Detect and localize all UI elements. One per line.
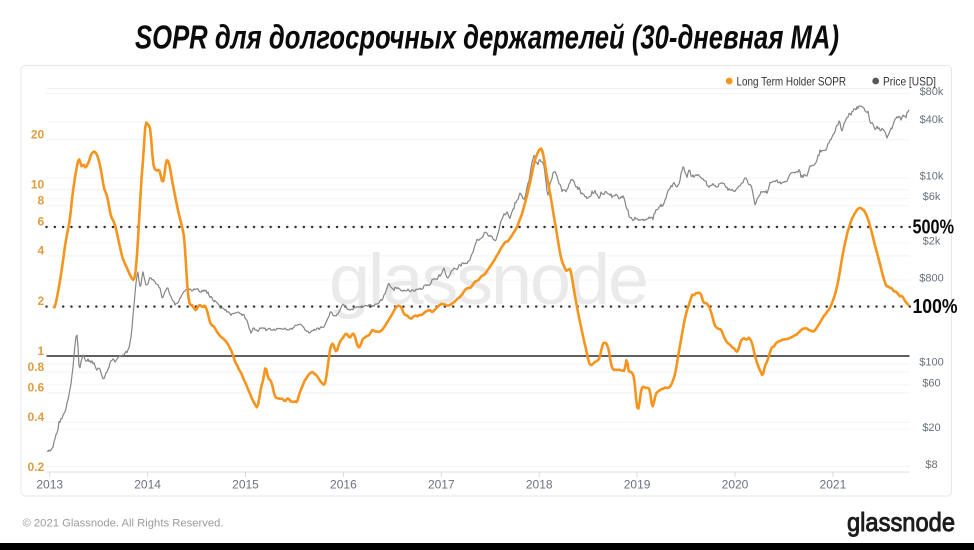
svg-text:2017: 2017 bbox=[428, 478, 455, 492]
svg-text:2013: 2013 bbox=[36, 478, 63, 492]
svg-text:20: 20 bbox=[31, 128, 45, 142]
svg-text:2015: 2015 bbox=[232, 478, 259, 492]
svg-text:2020: 2020 bbox=[722, 478, 749, 492]
svg-text:2019: 2019 bbox=[624, 478, 651, 492]
svg-text:$8: $8 bbox=[925, 459, 937, 471]
svg-text:$60: $60 bbox=[922, 377, 940, 389]
svg-text:$100: $100 bbox=[919, 357, 943, 369]
svg-text:500%: 500% bbox=[913, 217, 955, 239]
svg-text:10: 10 bbox=[31, 178, 45, 192]
svg-text:1: 1 bbox=[38, 344, 45, 358]
svg-text:2018: 2018 bbox=[526, 478, 553, 492]
svg-text:$10k: $10k bbox=[920, 170, 944, 182]
svg-text:Price [USD]: Price [USD] bbox=[883, 75, 936, 89]
svg-text:8: 8 bbox=[38, 194, 45, 208]
svg-text:2021: 2021 bbox=[820, 478, 847, 492]
svg-text:0.2: 0.2 bbox=[28, 460, 45, 474]
svg-text:$2k: $2k bbox=[923, 235, 941, 247]
svg-text:glassnode: glassnode bbox=[847, 507, 955, 537]
svg-text:0.6: 0.6 bbox=[28, 381, 45, 395]
svg-text:0.4: 0.4 bbox=[28, 410, 45, 424]
svg-text:glassnode: glassnode bbox=[329, 241, 647, 320]
svg-text:© 2021 Glassnode. All Rights R: © 2021 Glassnode. All Rights Reserved. bbox=[23, 518, 224, 530]
svg-text:2016: 2016 bbox=[330, 478, 357, 492]
svg-text:$40k: $40k bbox=[920, 114, 944, 126]
svg-text:2: 2 bbox=[38, 294, 45, 308]
svg-text:$80k: $80k bbox=[920, 86, 944, 98]
svg-text:2014: 2014 bbox=[134, 478, 161, 492]
svg-text:$800: $800 bbox=[919, 273, 943, 285]
svg-text:$20: $20 bbox=[922, 422, 940, 434]
svg-text:$6k: $6k bbox=[923, 191, 941, 203]
svg-text:6: 6 bbox=[38, 215, 45, 229]
svg-text:0.8: 0.8 bbox=[28, 360, 45, 374]
svg-text:SOPR для долгосрочных держател: SOPR для долгосрочных держателей (30-дне… bbox=[135, 18, 839, 55]
svg-text:4: 4 bbox=[38, 244, 45, 258]
svg-text:100%: 100% bbox=[913, 296, 958, 318]
svg-text:Long Term Holder SOPR: Long Term Holder SOPR bbox=[737, 75, 847, 89]
